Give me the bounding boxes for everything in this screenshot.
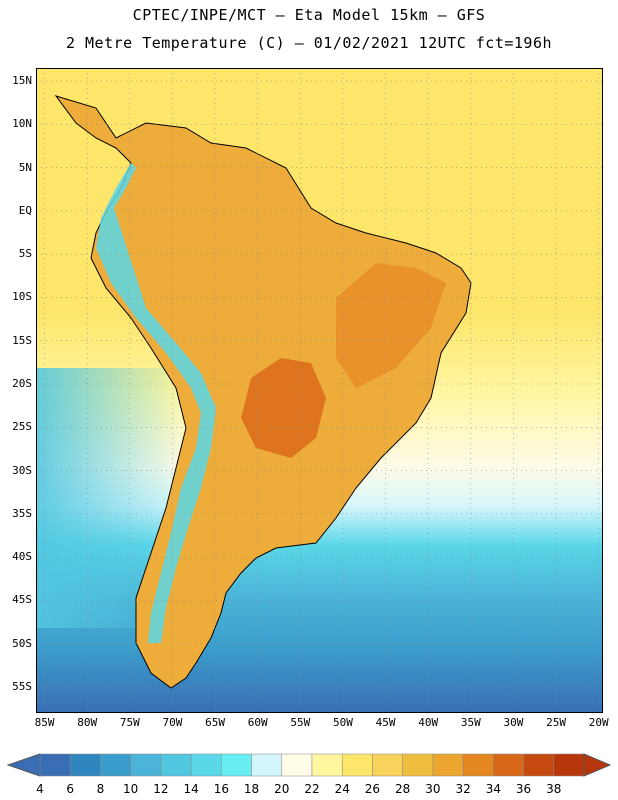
colorbar-low-arrow [6, 753, 41, 777]
colorbar-value-label: 38 [546, 782, 562, 796]
colorbar-segment [493, 753, 524, 777]
latitude-label: 55S [12, 680, 32, 694]
colorbar [6, 753, 612, 777]
colorbar-segment [251, 753, 283, 777]
latitude-label: EQ [18, 203, 32, 217]
colorbar-value-label: 6 [66, 782, 75, 796]
colorbar-value-label: 20 [274, 782, 290, 796]
hot-core-region [241, 358, 326, 458]
latitude-label: 5S [18, 247, 32, 261]
longitude-label: 40W [418, 716, 439, 729]
colorbar-segment [341, 753, 373, 777]
colorbar-segment [221, 753, 252, 777]
colorbar-segment [372, 753, 403, 777]
longitude-label: 60W [247, 716, 268, 729]
colorbar-segment [432, 753, 464, 777]
colorbar-value-label: 34 [485, 782, 501, 796]
colorbar-value-label: 26 [364, 782, 381, 796]
map-title-line-1: CPTEC/INPE/MCT – Eta Model 15km – GFS [132, 6, 486, 24]
longitude-label: 35W [460, 716, 481, 729]
map-frame [36, 68, 603, 713]
latitude-label: 10S [12, 290, 32, 304]
latitude-label: 15S [12, 333, 32, 347]
colorbar-value-label: 12 [153, 782, 169, 796]
map-canvas [36, 68, 603, 713]
colorbar-value-label: 18 [243, 782, 260, 796]
colorbar-segment [69, 753, 101, 777]
colorbar-value-label: 24 [334, 782, 350, 796]
temperature-map [36, 68, 603, 713]
colorbar-value-label: 32 [455, 782, 471, 796]
longitude-label: 45W [375, 716, 396, 729]
colorbar-value-label: 16 [213, 782, 229, 796]
colorbar-segment [462, 753, 494, 777]
colorbar-value-label: 8 [96, 782, 105, 796]
colorbar-segment [100, 753, 131, 777]
northeast-warm-region [336, 263, 446, 388]
latitude-label: 5N [18, 160, 32, 174]
longitude-label: 50W [333, 716, 353, 729]
colorbar-segment [402, 753, 434, 777]
andes-cold-band [96, 163, 216, 643]
colorbar-value-label: 30 [425, 782, 441, 796]
longitude-label: 85W [34, 716, 55, 729]
colorbar-segment [39, 753, 71, 777]
colorbar-segment [523, 753, 555, 777]
longitude-label: 30W [503, 716, 524, 729]
longitude-label: 25W [546, 716, 567, 729]
latitude-label: 35S [12, 506, 32, 520]
colorbar-segment [281, 753, 313, 777]
colorbar-value-label: 22 [304, 782, 320, 796]
latitude-label: 25S [12, 420, 32, 434]
latitude-label: 15N [12, 73, 32, 87]
longitude-label: 55W [290, 716, 311, 729]
longitude-label: 65W [205, 716, 225, 729]
colorbar-value-label: 10 [123, 782, 139, 796]
colorbar-segment [130, 753, 162, 777]
latitude-label: 45S [12, 593, 32, 607]
colorbar-segment [190, 753, 222, 777]
longitude-label: 70W [162, 716, 183, 729]
colorbar-value-label: 36 [515, 782, 532, 796]
map-title-line-2: 2 Metre Temperature (C) – 01/02/2021 12U… [65, 34, 553, 52]
colorbar-value-label: 14 [183, 782, 199, 796]
colorbar-value-label: 28 [395, 782, 411, 796]
colorbar-segment [311, 753, 343, 777]
longitude-label: 80W [77, 716, 98, 729]
colorbar-segment [553, 753, 585, 777]
colorbar-value-label: 4 [36, 782, 44, 796]
latitude-label: 10N [12, 117, 32, 131]
longitude-label: 20W [588, 716, 609, 729]
latitude-label: 20S [12, 377, 32, 390]
longitude-label: 75W [119, 716, 140, 729]
latitude-label: 50S [12, 636, 32, 650]
colorbar-high-arrow [583, 753, 612, 777]
colorbar-segment [160, 753, 192, 777]
latitude-label: 30S [12, 463, 32, 477]
latitude-label: 40S [12, 550, 32, 564]
